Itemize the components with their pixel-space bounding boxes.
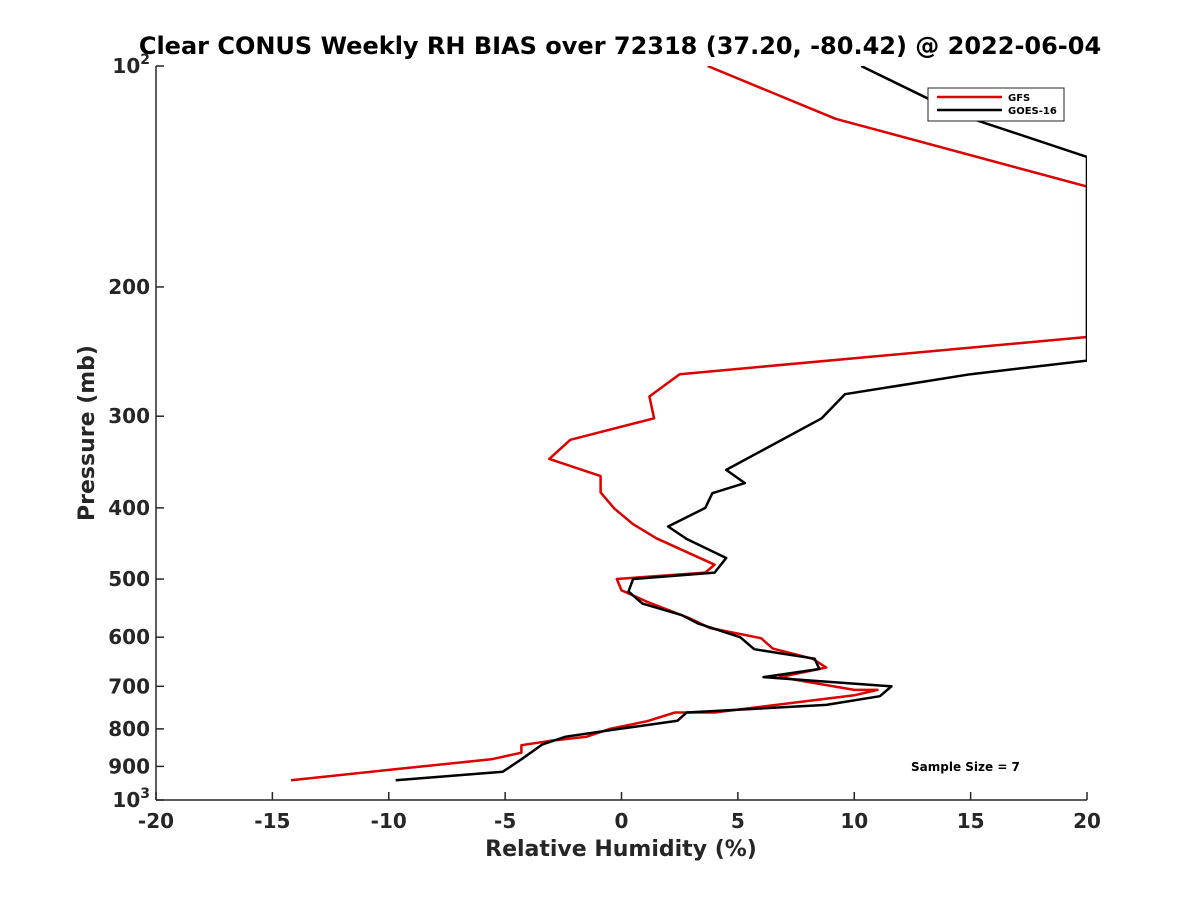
x-tick-label: 20 — [1073, 809, 1101, 833]
legend: GFS GOES-16 — [927, 87, 1065, 122]
y-tick-label: 300 — [108, 404, 150, 428]
x-tick-label: 10 — [840, 809, 868, 833]
x-tick-label: 15 — [957, 809, 985, 833]
chart-title: Clear CONUS Weekly RH BIAS over 72318 (3… — [139, 32, 1101, 60]
legend-label-goes16: GOES-16 — [1008, 106, 1057, 117]
series-line-goes-16 — [395, 66, 1087, 782]
y-tick-label: 102 — [112, 52, 150, 78]
x-tick-label: -15 — [254, 809, 290, 833]
legend-label-gfs: GFS — [1008, 93, 1030, 104]
y-tick-label: 400 — [108, 496, 150, 520]
x-axis-label: Relative Humidity (%) — [485, 837, 757, 862]
y-tick-label: 200 — [108, 275, 150, 299]
y-axis-label: Pressure (mb) — [75, 345, 100, 521]
x-ticks: -20 -15 -10 -5 0 5 10 15 20 — [138, 792, 1101, 833]
x-tick-label: -10 — [371, 809, 407, 833]
y-tick-label: 900 — [108, 754, 150, 778]
x-tick-label: 0 — [615, 809, 629, 833]
x-tick-label: -20 — [138, 809, 174, 833]
y-ticks: 102 200 300 400 500 600 700 800 900 103 — [108, 52, 164, 812]
y-tick-label: 600 — [108, 625, 150, 649]
plot-lines — [290, 66, 1087, 782]
legend-box — [927, 87, 1065, 122]
y-tick-label: 700 — [108, 674, 150, 698]
x-tick-label: -5 — [494, 809, 516, 833]
y-tick-label: 500 — [108, 567, 150, 591]
y-tick-label: 103 — [112, 786, 150, 812]
y-tick-label: 800 — [108, 717, 150, 741]
x-tick-label: 5 — [731, 809, 745, 833]
sample-size-annotation: Sample Size = 7 — [911, 760, 1020, 774]
series-line-gfs — [290, 66, 1087, 782]
